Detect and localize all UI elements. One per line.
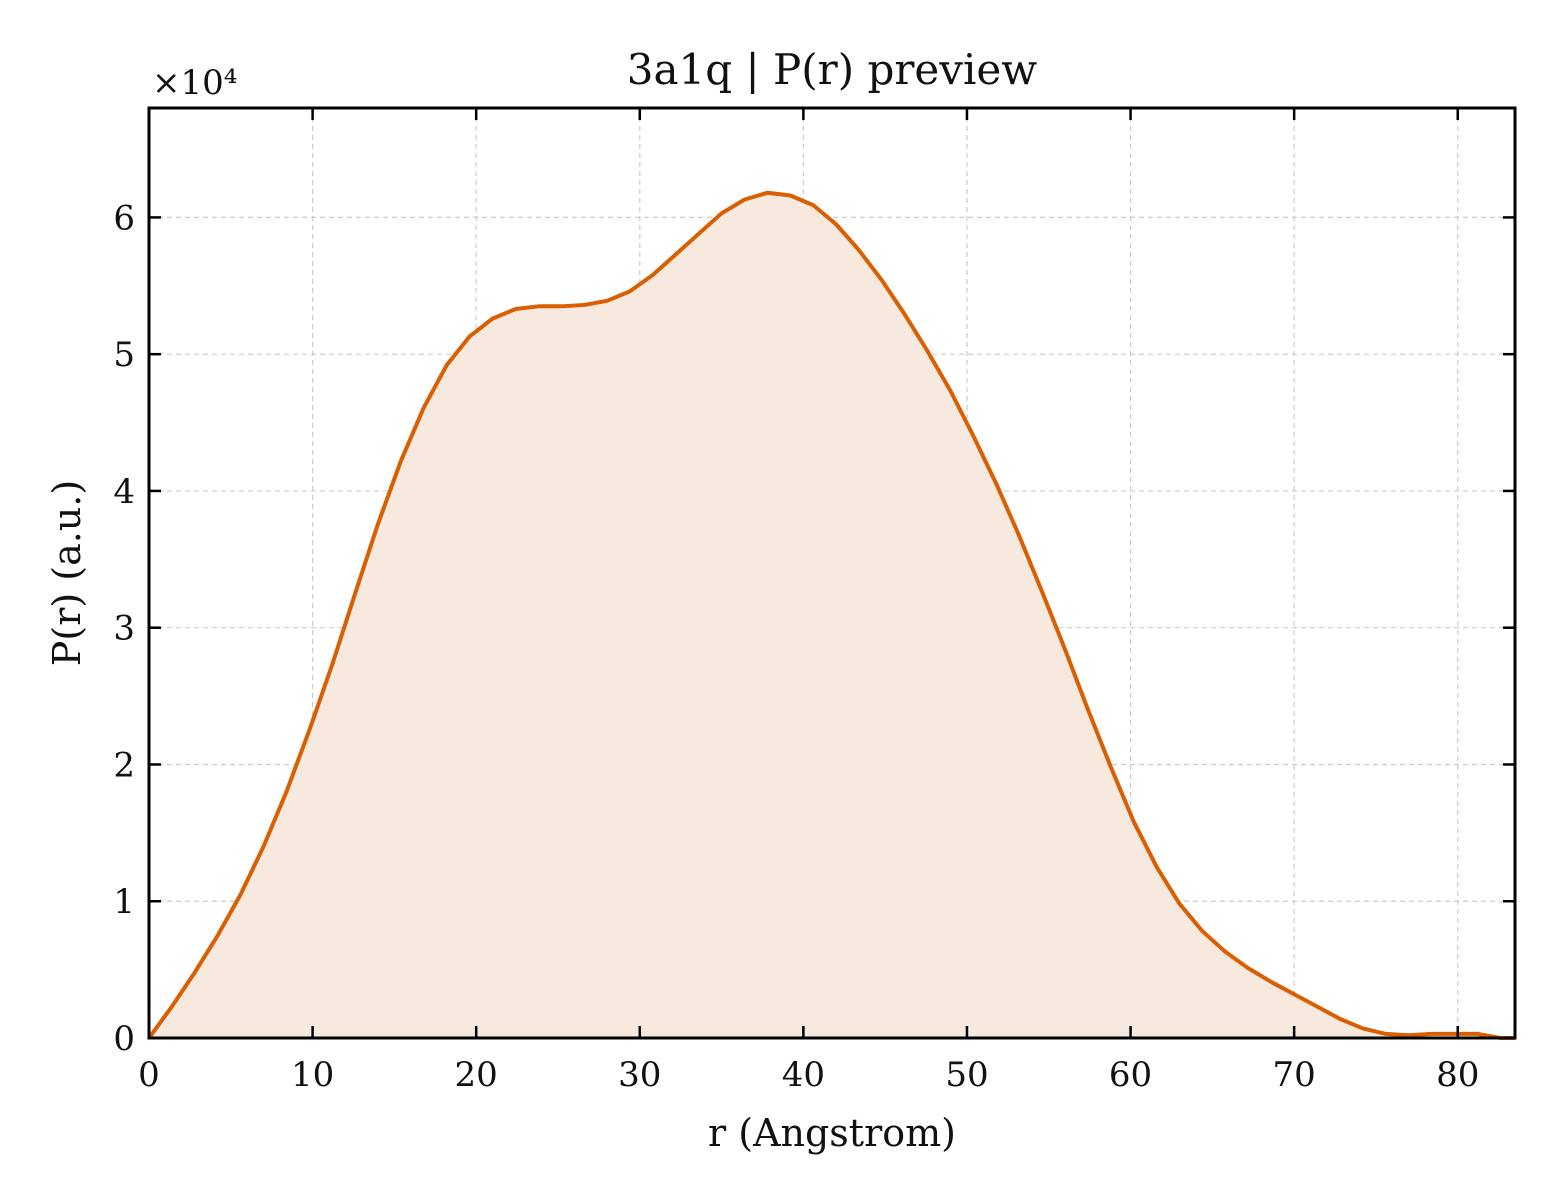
y-tick-label: 1 bbox=[113, 882, 135, 922]
y-tick-label: 2 bbox=[113, 745, 135, 785]
y-axis-label: P(r) (a.u.) bbox=[45, 480, 89, 666]
y-tick-label: 3 bbox=[113, 609, 135, 649]
x-tick-label: 30 bbox=[618, 1055, 661, 1095]
x-tick-label: 80 bbox=[1436, 1055, 1479, 1095]
x-tick-label: 0 bbox=[138, 1055, 160, 1095]
x-tick-label: 20 bbox=[455, 1055, 498, 1095]
x-axis-ticks: 0 10 20 30 40 50 60 70 80 bbox=[138, 108, 1479, 1095]
chart-title: 3a1q | P(r) preview bbox=[627, 45, 1038, 94]
x-tick-label: 40 bbox=[782, 1055, 825, 1095]
y-tick-label: 4 bbox=[113, 472, 135, 512]
x-tick-label: 10 bbox=[291, 1055, 334, 1095]
x-axis-label: r (Angstrom) bbox=[708, 1111, 956, 1155]
y-tick-label: 0 bbox=[113, 1019, 135, 1059]
x-tick-label: 50 bbox=[945, 1055, 988, 1095]
y-tick-label: 6 bbox=[113, 198, 135, 238]
plot-frame bbox=[147, 106, 1517, 1040]
x-tick-label: 60 bbox=[1109, 1055, 1152, 1095]
x-tick-label: 70 bbox=[1273, 1055, 1316, 1095]
y-tick-label: 5 bbox=[113, 335, 135, 375]
y-axis-multiplier: ×10⁴ bbox=[152, 63, 237, 103]
series-line bbox=[147, 190, 1515, 1040]
series-area-fill bbox=[149, 192, 1515, 1039]
y-axis-ticks: 0 1 2 3 4 5 6 bbox=[113, 198, 1515, 1059]
